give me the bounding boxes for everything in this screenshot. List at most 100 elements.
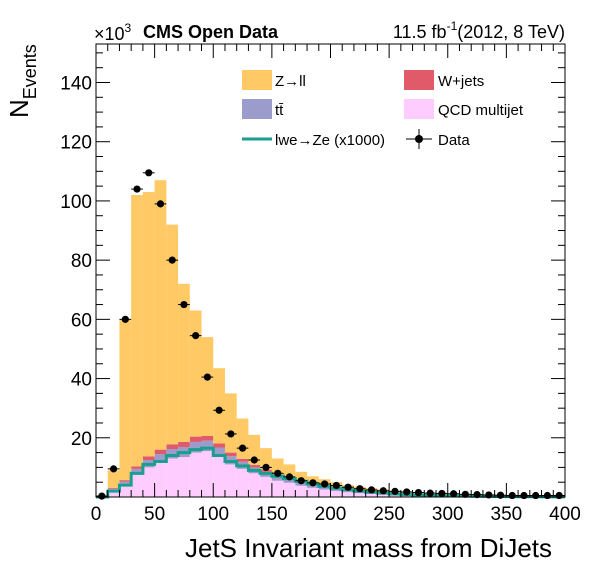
lumi-label: 11.5 fb-1(2012, 8 TeV) <box>393 19 565 42</box>
bar-zll <box>107 470 120 488</box>
bar-ttbar <box>213 447 225 458</box>
data-point <box>248 456 261 464</box>
bar-qcd <box>377 494 390 497</box>
legend-label-qcd: QCD multijet <box>438 102 524 119</box>
data-point <box>131 185 143 193</box>
y-tick-label: 100 <box>60 192 92 213</box>
data-point <box>283 473 296 481</box>
x-tick-label: 200 <box>315 504 347 525</box>
bar-ttbar <box>166 449 179 459</box>
data-point <box>424 489 437 497</box>
bar-ttbar <box>353 492 366 494</box>
bar-wjets <box>213 443 225 448</box>
x-tick-label: 0 <box>91 504 102 525</box>
data-point <box>236 444 249 452</box>
y-tick-label: 60 <box>71 310 92 331</box>
bar-qcd <box>166 458 179 497</box>
bar-qcd <box>295 485 308 497</box>
x-tick-label: 300 <box>432 504 464 525</box>
data-point <box>142 169 155 177</box>
legend-label-signal: lwe→Ze (x1000) <box>275 132 385 149</box>
bar-wjets <box>201 436 214 441</box>
bar-wjets <box>107 487 120 489</box>
data-point <box>260 463 272 471</box>
legend-swatch-qcd <box>404 99 434 119</box>
legend-label-wjets: W+jets <box>438 73 484 90</box>
data-point <box>271 469 284 477</box>
bar-qcd <box>178 457 190 497</box>
exponent-label: ×103 <box>94 21 132 44</box>
data-point <box>154 200 167 208</box>
bar-wjets <box>178 441 190 447</box>
bar-wjets <box>154 449 167 455</box>
bar-wjets <box>236 458 249 462</box>
x-tick-label: 350 <box>491 504 523 525</box>
bar-zll <box>154 180 167 450</box>
bar-qcd <box>107 489 120 497</box>
x-tick-label: 150 <box>256 504 288 525</box>
legend-label-zll: Z→ll <box>275 73 306 90</box>
data-point <box>330 481 343 490</box>
data-point <box>365 486 378 494</box>
data-point <box>318 480 331 488</box>
bar-ttbar <box>107 488 120 490</box>
data-point <box>377 487 390 495</box>
legend: Z→ll W+jets tt̄ QCD multijet lwe→Ze (x10… <box>242 70 524 149</box>
bar-zll <box>260 448 272 470</box>
bar-ttbar <box>154 454 167 463</box>
bar-qcd <box>154 462 167 497</box>
legend-swatch-ttbar <box>242 99 272 119</box>
x-tick-label: 400 <box>549 504 581 525</box>
bar-qcd <box>342 492 354 497</box>
bar-zll <box>178 283 190 442</box>
bar-zll <box>166 224 179 445</box>
data-point <box>412 488 425 497</box>
y-tick-label: 140 <box>60 73 92 94</box>
x-axis-title: JetS Invariant mass from DiJets <box>185 533 552 563</box>
bar-zll <box>142 192 155 457</box>
data-point <box>213 406 225 414</box>
bar-qcd <box>330 491 343 497</box>
y-tick-label: 120 <box>60 133 92 154</box>
bar-zll <box>236 418 249 459</box>
bar-qcd <box>365 493 378 497</box>
data-point <box>307 479 319 487</box>
data-point <box>107 465 120 473</box>
x-tick-label: 250 <box>373 504 405 525</box>
bar-zll <box>283 464 296 478</box>
experiment-label: CMS Open Data <box>143 22 279 42</box>
bar-ttbar <box>131 468 143 474</box>
data-point <box>189 332 202 340</box>
legend-label-ttbar: tt̄ <box>275 102 284 119</box>
bar-ttbar <box>283 479 296 483</box>
x-tick-label: 100 <box>197 504 229 525</box>
bar-qcd <box>189 452 202 497</box>
bar-qcd <box>142 467 155 497</box>
y-tick-label: 80 <box>71 251 92 272</box>
bar-qcd <box>248 473 261 497</box>
bar-zll <box>189 310 202 437</box>
data-point <box>178 300 190 309</box>
stacked-histogram <box>96 180 565 497</box>
bar-zll <box>248 434 261 466</box>
bar-zll <box>213 368 225 444</box>
data-point <box>119 315 132 323</box>
bar-wjets <box>189 436 202 442</box>
bar-qcd <box>389 494 401 497</box>
bar-qcd <box>236 468 249 497</box>
data-point <box>295 477 308 485</box>
bar-ttbar <box>330 489 343 492</box>
bar-qcd <box>307 487 319 497</box>
bar-ttbar <box>119 481 132 484</box>
bar-ttbar <box>318 487 331 490</box>
legend-label-data: Data <box>438 132 470 149</box>
data-point <box>459 490 472 498</box>
bar-zll <box>224 393 237 453</box>
data-point <box>400 488 413 496</box>
data-point <box>447 490 460 498</box>
bar-ttbar <box>307 485 319 488</box>
bar-qcd <box>201 451 214 497</box>
bar-qcd <box>224 464 237 497</box>
bar-wjets <box>131 466 143 469</box>
